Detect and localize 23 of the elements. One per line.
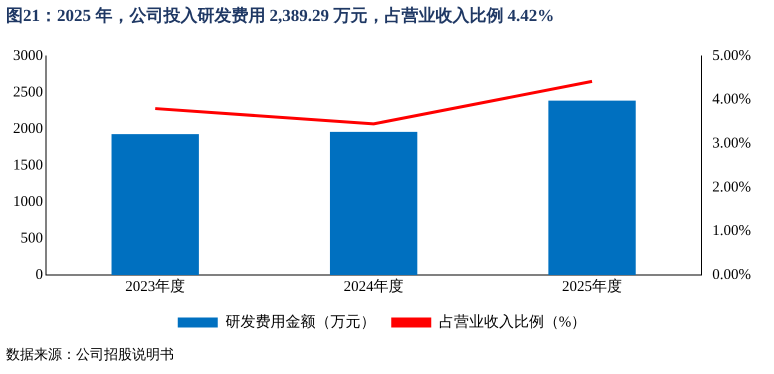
- x-tick-label: 2025年度: [562, 278, 622, 295]
- y-tick-label: 2000: [13, 120, 43, 137]
- source-note: 数据来源：公司招股说明书: [6, 346, 174, 364]
- bar: [548, 100, 636, 275]
- y-tick-label: 3000: [13, 48, 43, 64]
- y2-tick-label: 2.00%: [712, 179, 752, 196]
- bar: [112, 134, 199, 275]
- legend-label: 占营业收入比例（%）: [438, 313, 586, 330]
- y2-tick-label: 4.00%: [712, 92, 752, 108]
- y-tick-label: 1500: [13, 157, 43, 174]
- y-tick-label: 2500: [13, 84, 43, 100]
- y2-tick-label: 1.00%: [712, 223, 752, 240]
- x-tick-label: 2024年度: [344, 278, 404, 295]
- y-tick-label: 1000: [13, 194, 43, 210]
- y2-tick-label: 5.00%: [712, 48, 752, 64]
- bar: [330, 132, 418, 275]
- y-tick-label: 500: [20, 230, 43, 246]
- y-tick-label: 0: [36, 266, 43, 283]
- y2-tick-label: 3.00%: [712, 136, 752, 152]
- legend-label: 研发费用金额（万元）: [225, 313, 376, 330]
- x-tick-label: 2023年度: [125, 278, 186, 295]
- y2-tick-label: 0.00%: [712, 266, 752, 283]
- chart-title: 图21：2025 年，公司投入研发费用 2,389.29 万元，占营业收入比例 4.42%: [6, 5, 554, 27]
